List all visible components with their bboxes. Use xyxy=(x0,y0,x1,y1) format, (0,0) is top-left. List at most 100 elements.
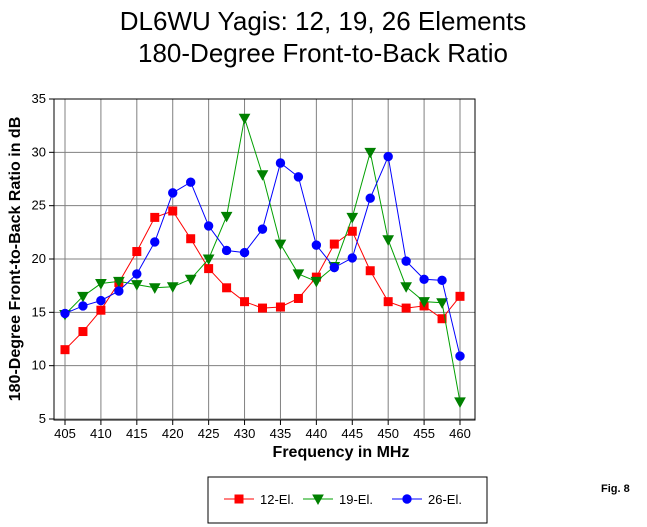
data-point-19-el xyxy=(382,235,395,246)
legend-label-12-el: 12-El. xyxy=(260,492,294,507)
series-line-19-el xyxy=(64,118,461,403)
data-point-12-el xyxy=(455,291,465,301)
figure-number-annotation: Fig. 8 xyxy=(601,483,630,495)
data-point-19-el xyxy=(220,211,233,223)
chart-subtitle: 180-Degree Front-to-Back Ratio xyxy=(138,38,508,68)
x-tick-label: 405 xyxy=(54,426,76,441)
x-tick-label: 450 xyxy=(377,426,399,441)
data-point-12-el xyxy=(258,303,267,313)
y-tick-label: 30 xyxy=(32,144,46,159)
data-point-12-el xyxy=(186,234,196,244)
data-point-12-el xyxy=(383,297,393,307)
x-tick-label: 425 xyxy=(198,426,220,441)
series-layer xyxy=(59,113,466,408)
x-tick-label: 430 xyxy=(234,426,256,441)
data-point-26-el xyxy=(221,245,232,256)
data-point-26-el xyxy=(96,295,106,306)
y-axis-label: 180-Degree Front-to-Back Ratio in dB xyxy=(7,117,24,401)
grid xyxy=(54,98,475,420)
data-point-12-el xyxy=(60,345,70,355)
data-point-26-el xyxy=(293,172,304,182)
data-point-19-el xyxy=(274,239,287,251)
data-point-26-el xyxy=(419,274,429,284)
legend-marker-12-el xyxy=(234,494,244,504)
y-tick-label: 15 xyxy=(32,304,46,319)
series-12-el xyxy=(60,206,465,355)
data-point-26-el xyxy=(329,262,340,273)
data-point-19-el xyxy=(454,397,466,408)
legend-marker-19-el xyxy=(312,494,324,506)
data-point-19-el xyxy=(292,269,305,280)
y-tick-label: 35 xyxy=(32,91,46,106)
data-point-12-el xyxy=(78,327,88,337)
data-point-26-el xyxy=(203,221,214,231)
data-point-12-el xyxy=(222,283,232,293)
data-point-26-el xyxy=(383,151,393,162)
data-point-19-el xyxy=(238,113,251,125)
data-point-12-el xyxy=(168,206,178,216)
x-tick-label: 445 xyxy=(341,426,363,441)
data-point-19-el xyxy=(130,280,143,291)
x-tick-label: 455 xyxy=(413,426,435,441)
data-point-26-el xyxy=(347,253,357,263)
data-point-12-el xyxy=(240,297,250,307)
data-point-19-el xyxy=(310,276,323,288)
y-tick-label: 25 xyxy=(32,198,46,213)
data-point-19-el xyxy=(113,276,125,288)
data-point-26-el xyxy=(150,237,160,247)
chart-title: DL6WU Yagis: 12, 19, 26 Elements xyxy=(120,6,527,36)
data-point-26-el xyxy=(168,188,178,198)
series-26-el xyxy=(60,151,465,361)
series-line-26-el xyxy=(64,154,461,357)
data-point-19-el xyxy=(95,279,107,290)
x-tick-label: 415 xyxy=(126,426,148,441)
data-point-12-el xyxy=(293,293,303,303)
data-point-12-el xyxy=(347,226,357,236)
legend-item-26-el: 26-El. xyxy=(392,492,462,507)
data-point-19-el xyxy=(436,298,448,309)
x-axis-label: Frequency in MHz xyxy=(273,444,410,461)
data-point-19-el xyxy=(256,170,269,181)
data-point-12-el xyxy=(150,212,160,222)
data-point-19-el xyxy=(166,282,179,293)
data-point-26-el xyxy=(437,275,447,286)
data-point-26-el xyxy=(78,301,88,311)
data-point-26-el xyxy=(401,256,411,266)
x-tick-label: 410 xyxy=(90,426,112,441)
legend xyxy=(207,476,488,524)
data-point-19-el xyxy=(418,297,430,308)
data-point-12-el xyxy=(365,266,375,276)
data-point-19-el xyxy=(202,254,215,266)
legend-entries: 12-El. 19-El. 26-El. xyxy=(224,492,462,507)
data-point-12-el xyxy=(132,247,142,257)
data-point-19-el xyxy=(346,212,359,224)
data-point-19-el xyxy=(400,282,412,293)
legend-label-26-el: 26-El. xyxy=(428,492,462,507)
x-tick-label: 420 xyxy=(162,426,184,441)
series-19-el xyxy=(59,113,466,408)
legend-item-12-el: 12-El. xyxy=(224,492,294,507)
data-point-26-el xyxy=(275,158,286,168)
data-point-19-el xyxy=(364,147,377,159)
data-point-26-el xyxy=(365,193,375,203)
data-point-26-el xyxy=(311,240,322,250)
y-tick-label: 10 xyxy=(32,358,46,373)
legend-item-19-el: 19-El. xyxy=(303,492,373,507)
x-tick-label: 440 xyxy=(306,426,328,441)
legend-label-19-el: 19-El. xyxy=(339,492,373,507)
y-tick-label: 20 xyxy=(32,251,46,266)
data-point-12-el xyxy=(437,314,447,324)
data-point-12-el xyxy=(204,264,214,274)
data-point-19-el xyxy=(184,274,197,286)
data-point-12-el xyxy=(401,303,411,313)
data-point-12-el xyxy=(275,302,285,312)
data-point-26-el xyxy=(239,247,250,258)
data-point-26-el xyxy=(132,269,142,279)
data-point-19-el xyxy=(77,291,89,303)
data-point-26-el xyxy=(185,177,196,187)
data-point-12-el xyxy=(329,239,339,249)
legend-marker-26-el xyxy=(402,494,412,504)
data-point-26-el xyxy=(257,224,268,234)
data-point-26-el xyxy=(114,286,124,296)
